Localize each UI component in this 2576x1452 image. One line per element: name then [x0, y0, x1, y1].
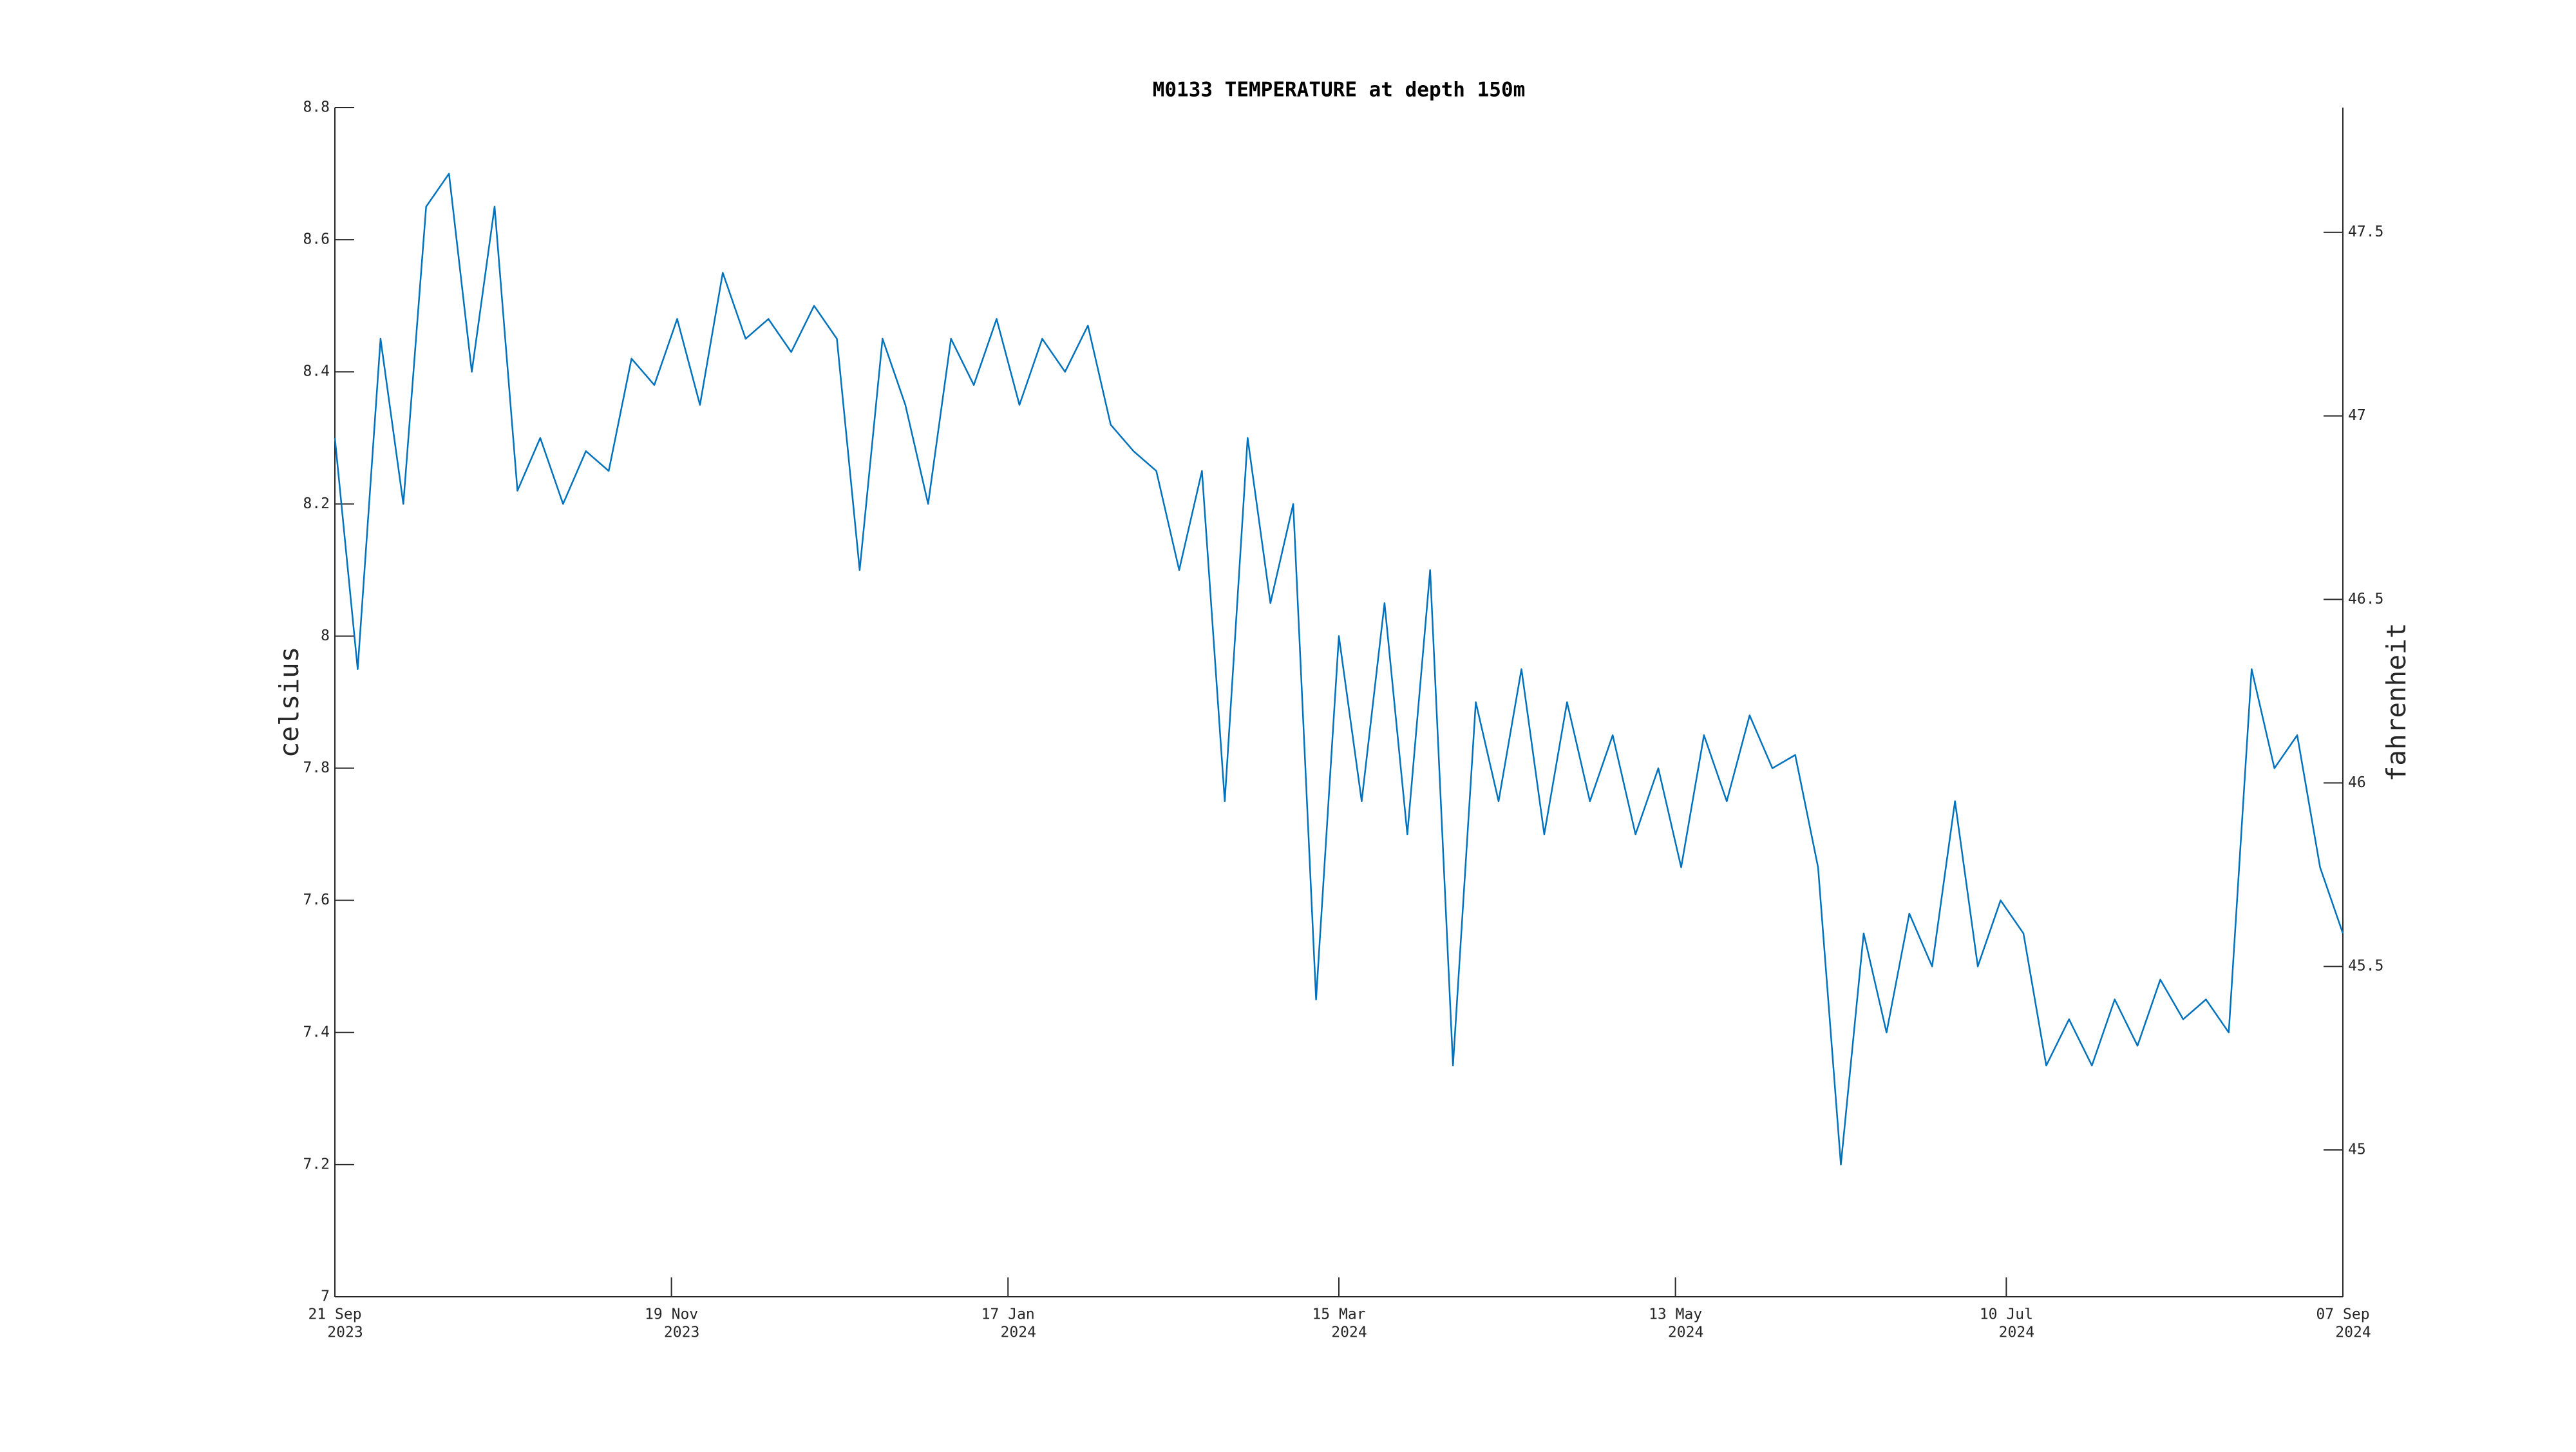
- y2-tick-label: 46: [2348, 774, 2366, 791]
- x-tick-label: 13 May: [1649, 1306, 1702, 1323]
- x-tick-label: 2024: [1001, 1324, 1036, 1341]
- y-tick-label: 8.6: [303, 231, 330, 248]
- x-tick-label: 15 Mar: [1312, 1306, 1365, 1323]
- y-tick-label: 8: [321, 627, 330, 644]
- data-line: [334, 173, 2344, 1166]
- y2-tick-label: 47.5: [2348, 224, 2383, 240]
- x-tick-label: 19 Nov: [645, 1306, 698, 1323]
- y-tick-label: 7.8: [303, 759, 330, 776]
- y-tick-label: 8.4: [303, 363, 330, 380]
- y2-tick-label: 45: [2348, 1142, 2366, 1158]
- x-tick-label: 07 Sep: [2316, 1306, 2369, 1323]
- x-tick-label: 2024: [1331, 1324, 1367, 1341]
- x-tick-label: 21 Sep: [308, 1306, 361, 1323]
- y2-axis-label: fahrenheit: [2381, 623, 2412, 782]
- x-tick-label: 10 Jul: [1980, 1306, 2033, 1323]
- x-tick-label: 2024: [2335, 1324, 2371, 1341]
- y-tick-label: 7.4: [303, 1024, 330, 1040]
- y2-tick-label: 47: [2348, 407, 2366, 424]
- x-tick-label: 2023: [327, 1324, 363, 1341]
- y2-tick-label: 46.5: [2348, 591, 2383, 607]
- x-tick-label: 2024: [1668, 1324, 1703, 1341]
- y-tick-label: 8.8: [303, 99, 330, 116]
- y-tick-label: 8.2: [303, 495, 330, 512]
- x-tick-label: 17 Jan: [981, 1306, 1035, 1323]
- x-tick-label: 2024: [1999, 1324, 2034, 1341]
- y-tick-label: 7.2: [303, 1156, 330, 1172]
- y-tick-label: 7: [321, 1288, 330, 1305]
- chart-title: M0133 TEMPERATURE at depth 150m: [1153, 79, 1526, 102]
- y-tick-label: 7.6: [303, 892, 330, 908]
- y2-tick-label: 45.5: [2348, 958, 2383, 975]
- y-axis-label: celsius: [274, 647, 305, 758]
- x-tick-label: 2023: [664, 1324, 699, 1341]
